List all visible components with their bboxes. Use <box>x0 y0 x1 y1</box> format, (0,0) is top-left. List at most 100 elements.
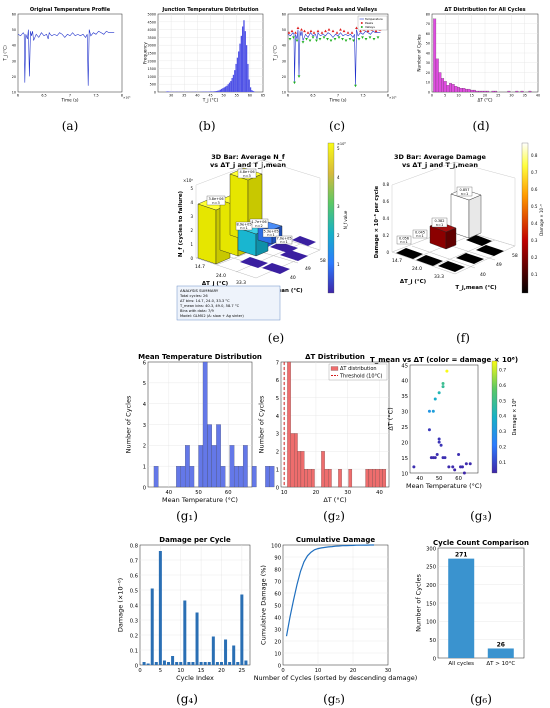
caption-g3: (g₃) <box>470 509 492 523</box>
panel-f-bar-labels: 0.857 n=1 0.382 n=1 0.056 n=1 0.045 n=1 <box>396 186 473 245</box>
tm-tick: 40 <box>290 275 296 281</box>
histogram-bar <box>242 445 248 488</box>
panel-e-tile <box>292 236 316 246</box>
histogram-bar <box>457 87 460 93</box>
histogram-bar <box>238 51 240 92</box>
histogram-bar <box>290 433 295 488</box>
colorbar-tick: 0.1 <box>499 460 506 466</box>
caption-b: (b) <box>198 119 215 133</box>
valley-marker <box>318 37 322 41</box>
x-tick-label: 60 <box>455 476 462 482</box>
y-tick-label: 50 <box>426 42 430 46</box>
y-tick-label: 60 <box>426 32 430 36</box>
y-axis-label: Frequency <box>143 42 148 64</box>
x-tick-label: 0 <box>281 668 284 674</box>
valley-marker <box>297 75 301 78</box>
y-tick-label: 50 <box>282 28 286 32</box>
bar-count: n=3 <box>243 174 250 178</box>
scatter-point <box>441 382 445 386</box>
panel-f-tile <box>416 255 443 266</box>
valley-marker <box>301 41 305 44</box>
panel-e-colorbar <box>327 142 335 294</box>
y-tick-label: 4500 <box>147 20 156 24</box>
bar-label: 0.056 <box>399 237 409 241</box>
y-tick-label: 0 <box>428 90 430 94</box>
y-tick-label: 40 <box>12 44 16 48</box>
peak-marker <box>355 26 358 30</box>
dt-tick: 33.3 <box>236 280 246 286</box>
histogram-bar <box>507 90 511 93</box>
bar-value-label: 26 <box>497 641 505 648</box>
cb-tick: 0.3 <box>531 238 538 243</box>
valley-marker <box>368 36 372 39</box>
peak-marker <box>320 31 324 34</box>
panel-a: 10 20 30 40 50 60 6 6.5 7 7.5 8×10⁵ Original Temper… <box>3 7 132 103</box>
panel-f-tile <box>396 248 423 259</box>
y-tick-label: 80 <box>274 567 281 573</box>
series-line <box>287 29 381 86</box>
panel-f-xlabel: ΔT_j (°C) <box>400 279 427 285</box>
x-exponent: ×10⁵ <box>123 96 131 100</box>
bar-count: n=1 <box>267 233 274 237</box>
panel-f-tile <box>438 261 465 272</box>
y-tick-label: 50 <box>429 638 436 644</box>
damage-bar <box>203 662 207 665</box>
z-tick: 1 <box>190 242 193 247</box>
y-tick-label: 100 <box>426 620 436 626</box>
bar-count: n=1 <box>240 226 247 230</box>
panel-e-tile <box>270 242 298 253</box>
cb-tick: 0.1 <box>531 272 538 277</box>
histogram-bar <box>223 87 225 92</box>
histogram-bar <box>230 81 232 92</box>
peak-marker <box>300 28 303 31</box>
y-tick-label: 20 <box>274 639 281 645</box>
z-exponent: ×10⁶ <box>183 178 193 183</box>
x-tick-label: 7.5 <box>93 93 98 97</box>
histogram-bar <box>467 88 471 93</box>
scatter-point <box>433 397 437 401</box>
valley-marker <box>372 37 376 41</box>
histogram-bar <box>210 91 212 92</box>
legend-entry: Valleys <box>365 25 375 29</box>
legend-entry: Temperature <box>364 17 383 21</box>
panel-f-bar <box>450 188 482 239</box>
histogram-bar <box>189 466 195 488</box>
histogram-bar <box>441 78 445 93</box>
panel-f-tm-ticks: 40 49 58 <box>480 253 518 278</box>
y-axis-label: T_j (°C) <box>273 45 278 62</box>
panel-e-tile <box>280 250 308 261</box>
damage-bar <box>244 660 248 665</box>
panel-e-dt-ticks: 14.7 24.0 33.3 <box>195 264 246 286</box>
histogram-bar <box>311 469 315 488</box>
y-tick-label: 10 <box>401 471 408 477</box>
panel-g2: 0 1 2 3 4 5 6 7 10 20 30 40 ΔT Distribution ΔT (°C) Nu… <box>257 353 390 504</box>
scatter-point <box>464 462 468 466</box>
x-tick-label: 15 <box>198 668 205 674</box>
y-tick-label: 0.7 <box>130 558 138 564</box>
dt-tick: 14.7 <box>392 258 402 264</box>
y-tick-label: 0.8 <box>130 543 138 549</box>
bar-label: 5.3e+05 <box>263 230 278 234</box>
y-tick-label: 2 <box>143 444 146 450</box>
bar-label: 4.8e+06 <box>239 170 254 174</box>
y-tick-label: 30 <box>401 410 408 416</box>
x-tick-label: 6 <box>287 93 289 97</box>
bar-label: 7.0e+05 <box>276 237 291 241</box>
summary-line: T_mean bins: 40.3, 49.0, 58.7 °C <box>179 304 240 308</box>
y-tick-label: 30 <box>12 59 16 63</box>
histogram-bar <box>224 86 227 92</box>
cb-tick: 2 <box>337 233 340 238</box>
histogram-bar <box>451 84 455 93</box>
y-tick-label: 10 <box>426 81 430 85</box>
histogram-bar <box>462 87 466 93</box>
colorbar-tick: 0.6 <box>499 383 506 389</box>
x-tick-label: 10 <box>315 668 322 674</box>
y-tick-label: 0.1 <box>130 648 138 654</box>
colorbar-tick: 0.7 <box>499 368 506 374</box>
tm-tick: 40 <box>480 272 486 278</box>
peak-marker <box>350 31 354 34</box>
histogram-bar <box>242 26 244 93</box>
histogram-bar <box>520 90 524 93</box>
y-tick-label: 60 <box>282 12 286 16</box>
